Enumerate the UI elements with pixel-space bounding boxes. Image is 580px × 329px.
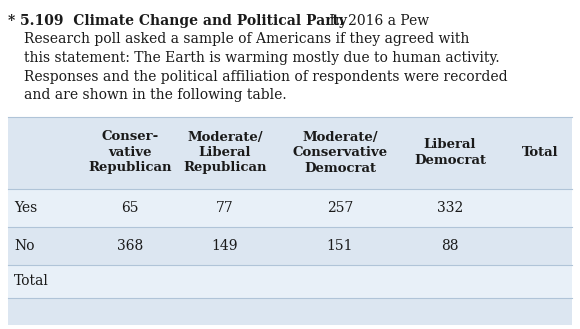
Text: and are shown in the following table.: and are shown in the following table. xyxy=(24,88,287,102)
Text: Yes: Yes xyxy=(14,200,37,215)
Text: Liberal
Democrat: Liberal Democrat xyxy=(414,138,486,167)
Bar xyxy=(8,189,572,226)
Text: 149: 149 xyxy=(212,239,238,252)
Text: Responses and the political affiliation of respondents were recorded: Responses and the political affiliation … xyxy=(24,69,508,84)
Text: 77: 77 xyxy=(216,200,234,215)
Text: No: No xyxy=(14,239,34,252)
Text: this statement: The Earth is warming mostly due to human activity.: this statement: The Earth is warming mos… xyxy=(24,51,499,65)
Bar xyxy=(8,116,572,325)
Text: Total: Total xyxy=(521,146,559,159)
Text: 332: 332 xyxy=(437,200,463,215)
Text: 88: 88 xyxy=(441,239,459,252)
Text: 368: 368 xyxy=(117,239,143,252)
Bar xyxy=(8,265,572,297)
Text: Total: Total xyxy=(14,274,49,288)
Text: 5.109  Climate Change and Political Party: 5.109 Climate Change and Political Party xyxy=(20,14,347,28)
Text: 257: 257 xyxy=(327,200,353,215)
Text: Moderate/
Liberal
Republican: Moderate/ Liberal Republican xyxy=(183,131,267,174)
Text: Conser-
vative
Republican: Conser- vative Republican xyxy=(88,131,172,174)
Text: *: * xyxy=(8,14,15,28)
Text: Moderate/
Conservative
Democrat: Moderate/ Conservative Democrat xyxy=(292,131,387,174)
Text: 65: 65 xyxy=(121,200,139,215)
Text: Research poll asked a sample of Americans if they agreed with: Research poll asked a sample of American… xyxy=(24,33,469,46)
Text: In 2016 a Pew: In 2016 a Pew xyxy=(325,14,429,28)
Text: 151: 151 xyxy=(327,239,353,252)
